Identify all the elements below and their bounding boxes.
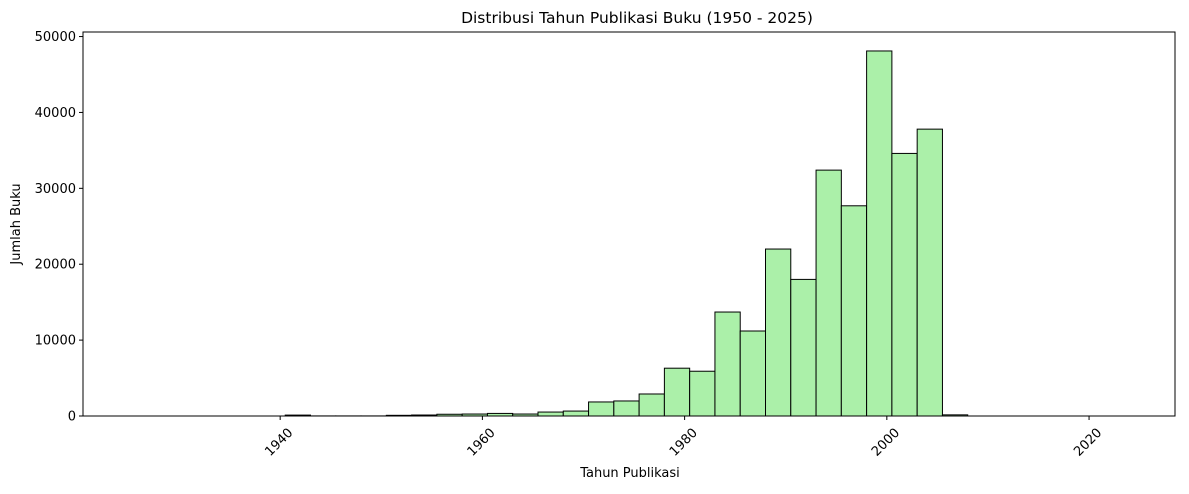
x-axis-label: Tahun Publikasi bbox=[579, 466, 680, 481]
y-tick-label: 40000 bbox=[35, 106, 76, 121]
histogram-bar bbox=[867, 51, 892, 416]
y-tick-label: 50000 bbox=[35, 30, 76, 45]
histogram-bar bbox=[715, 312, 740, 416]
y-tick-label: 20000 bbox=[35, 258, 76, 273]
chart-title: Distribusi Tahun Publikasi Buku (1950 - … bbox=[461, 9, 813, 27]
y-tick-label: 0 bbox=[68, 410, 76, 425]
x-tick-label: 1980 bbox=[667, 426, 701, 460]
x-tick-label: 1960 bbox=[465, 426, 499, 460]
x-axis: 1940 1960 1980 2000 2020 bbox=[262, 416, 1105, 460]
y-axis: 0 10000 20000 30000 40000 50000 bbox=[35, 30, 83, 424]
histogram-bar bbox=[816, 170, 841, 416]
histogram-bar bbox=[639, 394, 664, 416]
y-axis-label: Jumlah Buku bbox=[9, 183, 24, 265]
histogram-bar bbox=[614, 401, 639, 416]
histogram-bar bbox=[664, 368, 689, 416]
x-tick-label: 2000 bbox=[869, 426, 903, 460]
histogram-bar bbox=[690, 371, 715, 416]
y-tick-label: 10000 bbox=[35, 334, 76, 349]
y-tick-label: 30000 bbox=[35, 182, 76, 197]
bars-group bbox=[285, 51, 968, 416]
histogram-bar bbox=[589, 402, 614, 416]
histogram-bar bbox=[917, 129, 942, 416]
histogram-bar bbox=[791, 279, 816, 416]
x-tick-label: 1940 bbox=[262, 426, 296, 460]
plot-frame bbox=[83, 32, 1175, 416]
x-tick-label: 2020 bbox=[1071, 426, 1105, 460]
histogram-bar bbox=[892, 153, 917, 416]
histogram-bar bbox=[538, 412, 563, 416]
histogram-bar bbox=[841, 206, 866, 416]
histogram-bar bbox=[563, 411, 588, 416]
histogram-bar bbox=[740, 331, 765, 416]
histogram-bar bbox=[766, 249, 791, 416]
